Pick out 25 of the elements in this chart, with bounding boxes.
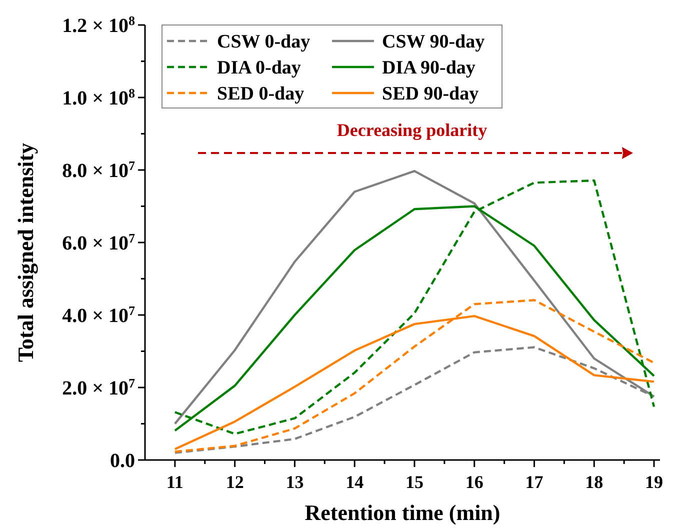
x-tick-label: 14 [346, 472, 364, 492]
x-tick-label: 12 [226, 472, 244, 492]
x-axis-title: Retention time (min) [304, 500, 500, 525]
y-tick-label: 1.0 × 10$^{8}$ [62, 85, 136, 110]
x-tick-label: 19 [645, 472, 664, 492]
legend-label: SED 0-day [217, 84, 305, 105]
x-tick-label: 15 [405, 472, 424, 492]
y-tick-label: 4.0 × 10$^{7}$ [62, 302, 136, 327]
legend-label: CSW 0-day [217, 32, 311, 53]
y-tick-label: 2.0 × 10$^{7}$ [62, 375, 136, 400]
y-tick-label: 1.2 × 10$^{8}$ [62, 12, 136, 37]
legend-label: CSW 90-day [382, 32, 486, 53]
annotation: Decreasing polarity [336, 120, 488, 140]
legend-label: DIA 0-day [217, 58, 302, 79]
y-tick-label: 6.0 × 10$^{7}$ [62, 230, 136, 254]
x-tick-label: 17 [525, 472, 544, 492]
x-tick-label: 18 [585, 472, 604, 492]
x-tick-label: 13 [286, 472, 304, 492]
y-tick-label: 0.0 [110, 450, 135, 472]
y-axis-title: Total assigned intensity [13, 142, 38, 362]
x-tick-label: 16 [465, 472, 484, 492]
y-tick-label: 8.0 × 10$^{7}$ [62, 158, 136, 182]
legend-label: DIA 90-day [382, 58, 476, 79]
legend-label: SED 90-day [382, 84, 480, 105]
x-tick-label: 11 [166, 472, 184, 492]
